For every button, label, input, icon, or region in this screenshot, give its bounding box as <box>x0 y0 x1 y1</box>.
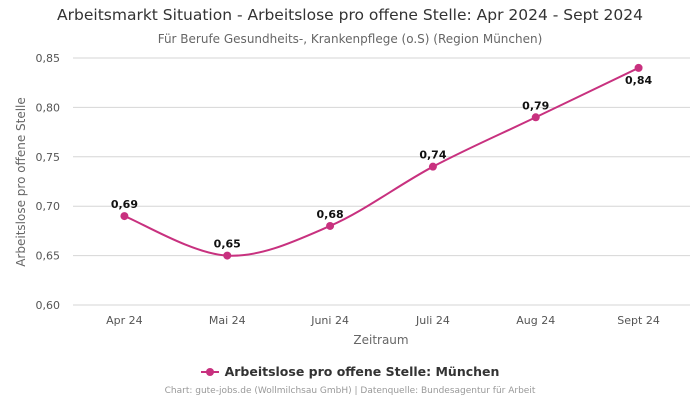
grid-lines <box>73 57 690 306</box>
x-tick-label: Juni 24 <box>310 314 349 327</box>
y-tick-label: 0,80 <box>36 101 61 114</box>
data-point <box>223 251 232 260</box>
legend-label: Arbeitslose pro offene Stelle: München <box>224 364 500 379</box>
y-axis-ticks: 0,60 0,65 0,70 0,75 0,80 0,85 <box>36 52 61 312</box>
chart-subtitle: Für Berufe Gesundheits-, Krankenpflege (… <box>157 32 543 46</box>
data-point <box>120 212 129 221</box>
series-layer: 0,69 0,65 0,68 0,74 0,79 0,84 <box>111 63 652 260</box>
y-tick-label: 0,65 <box>36 250 61 263</box>
y-tick-label: 0,60 <box>36 299 61 312</box>
x-tick-label: Juli 24 <box>415 314 450 327</box>
data-point <box>428 162 437 171</box>
x-tick-label: Aug 24 <box>516 314 555 327</box>
legend[interactable]: Arbeitslose pro offene Stelle: München <box>0 364 700 379</box>
legend-dot <box>205 367 214 376</box>
x-axis-title: Zeitraum <box>353 333 408 347</box>
legend-swatch <box>200 366 219 378</box>
data-label: 0,68 <box>317 208 344 221</box>
data-point <box>531 113 540 122</box>
y-tick-label: 0,85 <box>36 52 61 65</box>
data-label: 0,79 <box>522 99 549 112</box>
x-tick-label: Mai 24 <box>209 314 246 327</box>
x-axis-ticks: Apr 24 Mai 24 Juni 24 Juli 24 Aug 24 Sept 24 <box>106 314 660 327</box>
data-label: 0,65 <box>214 238 241 251</box>
chart-title: Arbeitsmarkt Situation - Arbeitslose pro… <box>57 6 643 24</box>
y-tick-label: 0,75 <box>36 151 61 164</box>
data-label: 0,69 <box>111 198 138 211</box>
x-tick-label: Sept 24 <box>617 314 660 327</box>
data-point <box>634 63 643 72</box>
series-line <box>124 66 640 257</box>
chart-credits: Chart: gute-jobs.de (Wollmilchsau GmbH) … <box>164 386 536 396</box>
y-axis-title: Arbeitslose pro offene Stelle <box>14 97 28 267</box>
data-label: 0,84 <box>625 74 652 87</box>
data-label: 0,74 <box>419 149 446 162</box>
data-point <box>326 221 335 230</box>
y-tick-label: 0,70 <box>36 200 61 213</box>
x-tick-label: Apr 24 <box>106 314 143 327</box>
